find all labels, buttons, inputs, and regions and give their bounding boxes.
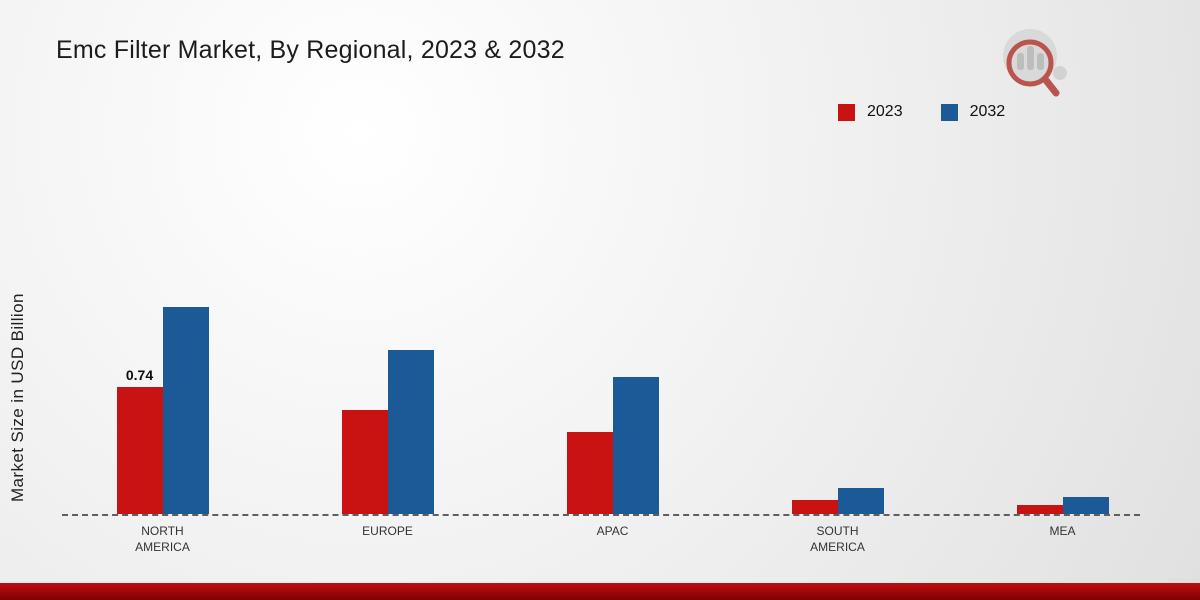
bar-group-north-america: 0.74 bbox=[50, 284, 275, 514]
legend-item-2032: 2032 bbox=[940, 103, 1006, 121]
brand-logo-icon bbox=[1003, 29, 1067, 97]
legend-item-2023: 2023 bbox=[838, 103, 903, 121]
category-label-europe: EUROPE bbox=[362, 524, 413, 538]
bar-group-apac bbox=[500, 284, 725, 514]
bar-2032-mea bbox=[1062, 497, 1109, 514]
legend-label-2023: 2023 bbox=[867, 103, 903, 120]
bar-2032-south-america bbox=[837, 488, 884, 514]
category-label-mea: MEA bbox=[1049, 524, 1076, 538]
y-axis-label: Market Size in USD Billion bbox=[8, 293, 27, 502]
bar-2032-north-america bbox=[162, 307, 209, 514]
category-label-apac: APAC bbox=[596, 524, 629, 538]
legend-swatch-2032 bbox=[940, 103, 958, 121]
bar-group-south-america bbox=[725, 284, 950, 514]
x-axis-baseline bbox=[62, 514, 1140, 516]
legend-label-2032: 2032 bbox=[969, 103, 1006, 120]
bar-2023-apac bbox=[566, 432, 613, 514]
bar-group-mea bbox=[950, 284, 1175, 514]
footer-red-band bbox=[0, 583, 1200, 600]
bar-2032-europe bbox=[387, 350, 434, 514]
bar-2023-south-america bbox=[791, 500, 838, 514]
bar-2023-europe bbox=[341, 410, 388, 514]
bar-value-label: 0.74 bbox=[125, 367, 154, 383]
bar-group-europe bbox=[275, 284, 500, 514]
bar-groups: 0.74 bbox=[50, 284, 1175, 514]
page-title: Emc Filter Market, By Regional, 2023 & 2… bbox=[56, 36, 565, 64]
category-label-north-america: NORTH AMERICA bbox=[135, 524, 190, 554]
legend: 2023 2032 bbox=[838, 103, 1005, 121]
bar-2023-mea bbox=[1016, 505, 1063, 514]
category-labels: NORTH AMERICA EUROPE APAC SOUTH AMERICA MEA bbox=[50, 524, 1175, 555]
category-label-south-america: SOUTH AMERICA bbox=[810, 524, 865, 554]
bar-2023-north-america: 0.74 bbox=[116, 367, 163, 514]
legend-swatch-2023 bbox=[838, 103, 855, 121]
bar-2032-apac bbox=[612, 377, 659, 514]
